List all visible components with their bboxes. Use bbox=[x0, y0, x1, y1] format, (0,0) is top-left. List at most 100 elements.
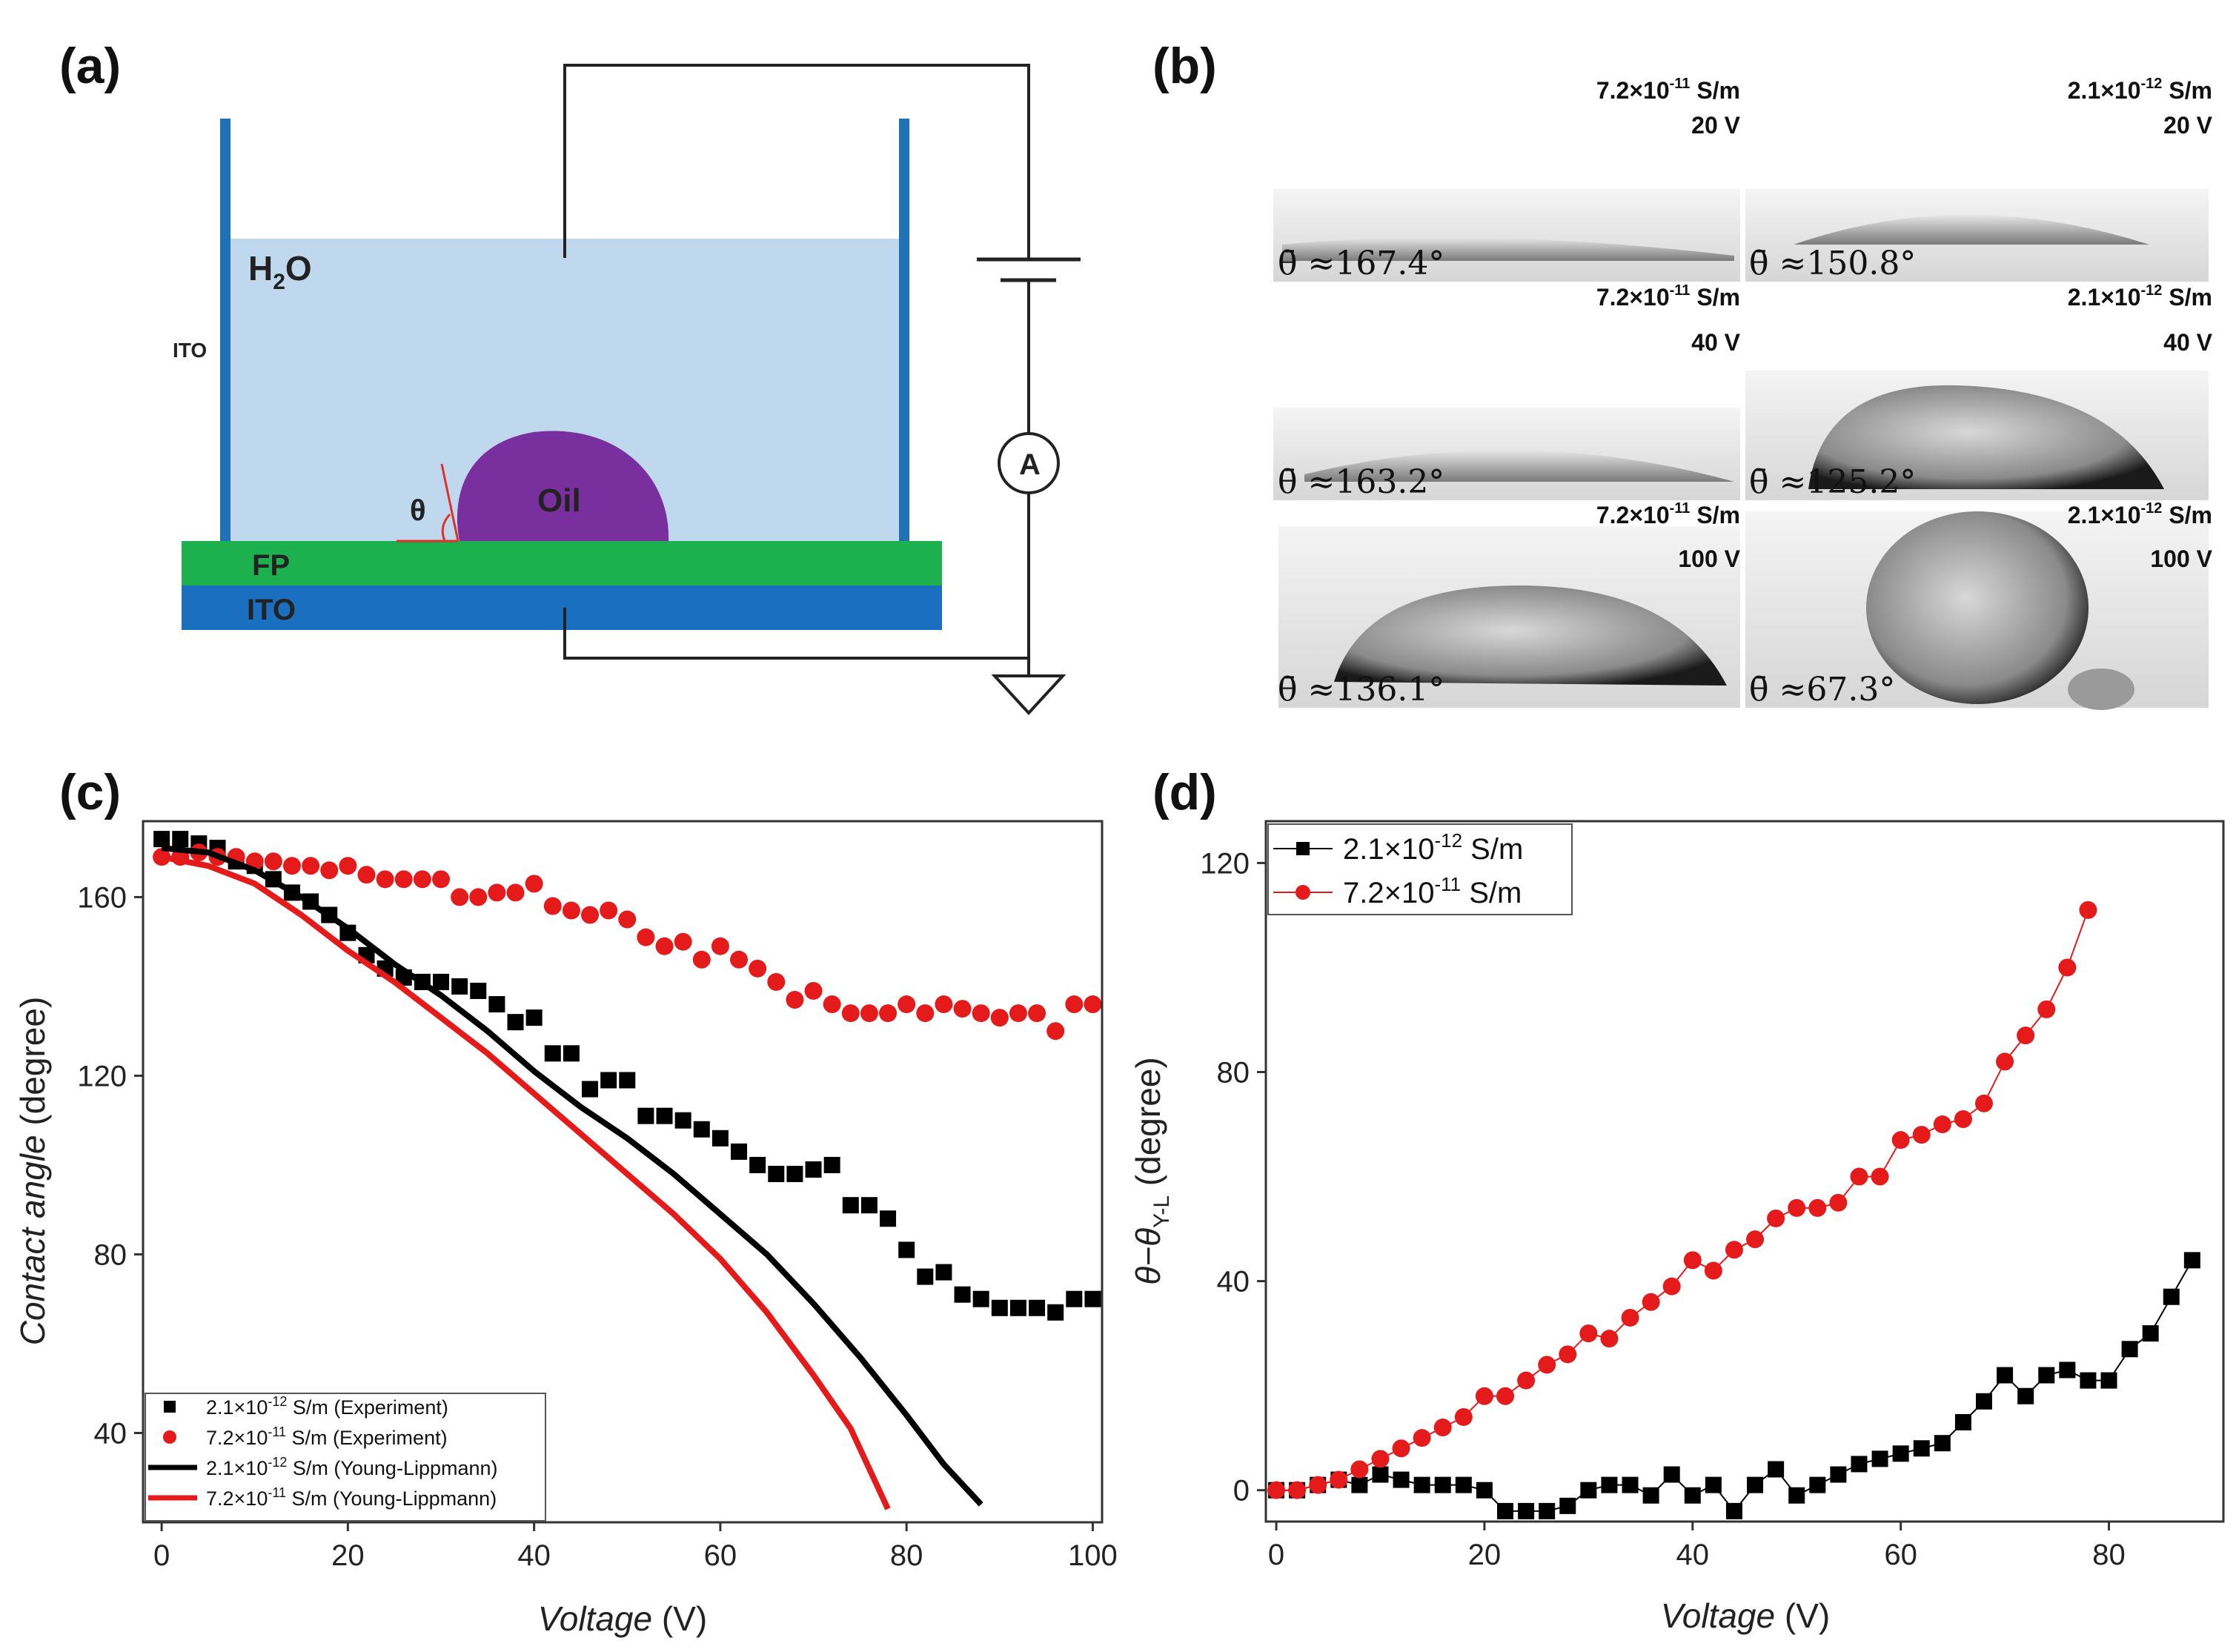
x-tick-label: 0 bbox=[153, 1539, 170, 1572]
data-point-square bbox=[917, 1268, 934, 1285]
x-tick-label: 0 bbox=[1268, 1539, 1284, 1571]
legend-c-2: 7.2×10-11 S/m (Experiment) bbox=[206, 1424, 448, 1449]
contact-angle-arc bbox=[441, 513, 451, 542]
series-line-0 bbox=[1276, 1259, 2193, 1512]
data-point-square bbox=[1976, 1393, 1992, 1410]
data-point-circle bbox=[432, 870, 451, 889]
data-point-square bbox=[488, 996, 505, 1013]
data-point-circle bbox=[1309, 1476, 1327, 1494]
ito-layer bbox=[182, 586, 942, 630]
data-point-circle bbox=[1065, 995, 1084, 1014]
data-point-square bbox=[1497, 1502, 1513, 1519]
photo-1-drop bbox=[1282, 237, 1734, 261]
series-line-3 bbox=[161, 854, 891, 1510]
data-point-circle bbox=[543, 897, 562, 915]
svg-text:θ̄ ≈150.8°: θ̄ ≈150.8° bbox=[1749, 245, 1916, 282]
data-point-square bbox=[1809, 1476, 1826, 1493]
data-point-square bbox=[1393, 1471, 1410, 1488]
data-point-square bbox=[1047, 1304, 1064, 1321]
data-point-square bbox=[2038, 1367, 2055, 1384]
data-point-circle bbox=[637, 928, 655, 946]
data-point-circle bbox=[1912, 1126, 1931, 1144]
panel-label-c: (c) bbox=[59, 764, 121, 820]
data-point-square bbox=[991, 1299, 1008, 1316]
legend-c-1: 2.1×10-12 S/m (Experiment) bbox=[206, 1394, 448, 1419]
data-point-circle bbox=[1517, 1371, 1536, 1390]
chart-c: 0 20 40 60 80 100 40 80 120 160 Voltage (V) Conta… bbox=[13, 820, 1118, 1638]
data-point-square bbox=[842, 1197, 859, 1214]
svg-text:2.1×10-12 S/m: 2.1×10-12 S/m bbox=[2068, 282, 2212, 311]
y-tick-label: 120 bbox=[77, 1060, 127, 1092]
upper-wire bbox=[563, 64, 1030, 259]
data-point-circle bbox=[786, 991, 804, 1009]
svg-text:2.1×10-12 S/m: 2.1×10-12 S/m bbox=[2068, 76, 2212, 104]
x-tick-label: 60 bbox=[1884, 1539, 1917, 1571]
right-electrode bbox=[899, 119, 909, 545]
data-point-square bbox=[1066, 1290, 1083, 1307]
data-point-square bbox=[525, 1009, 543, 1026]
chart-d-ticks: 0 20 40 60 80 0 40 80 120 bbox=[1200, 847, 2126, 1571]
data-point-square bbox=[898, 1241, 915, 1258]
data-point-square bbox=[2100, 1372, 2117, 1389]
data-point-square bbox=[433, 973, 450, 990]
ito-side-label: ITO bbox=[173, 339, 207, 362]
data-point-square bbox=[749, 1156, 766, 1173]
photo-2-drop bbox=[1794, 215, 2149, 245]
data-point-square bbox=[711, 1129, 729, 1147]
data-point-square bbox=[1559, 1497, 1576, 1514]
y-tick-label: 80 bbox=[1217, 1057, 1250, 1089]
x-tick-label: 60 bbox=[704, 1539, 737, 1572]
data-point-circle bbox=[1954, 1109, 1972, 1128]
data-point-circle bbox=[916, 1004, 935, 1023]
ito-bottom-label: ITO bbox=[247, 594, 296, 626]
data-point-square bbox=[153, 831, 170, 848]
data-point-circle bbox=[2017, 1026, 2035, 1045]
svg-text:θ̄ ≈167.4°: θ̄ ≈167.4° bbox=[1278, 245, 1444, 282]
data-point-square bbox=[2121, 1341, 2138, 1358]
data-point-square bbox=[786, 1166, 803, 1183]
data-point-square bbox=[1788, 1487, 1805, 1504]
data-point-circle bbox=[1704, 1261, 1722, 1280]
data-point-circle bbox=[1746, 1230, 1765, 1249]
data-point-square bbox=[1434, 1476, 1451, 1493]
photo-5-drop bbox=[1334, 586, 1727, 686]
y-tick-label: 120 bbox=[1200, 847, 1250, 880]
chart-c-ylabel: Contact angle (degree) bbox=[13, 997, 52, 1346]
data-point-circle bbox=[655, 937, 674, 955]
data-point-circle bbox=[711, 937, 729, 955]
svg-text:7.2×10-11 S/m: 7.2×10-11 S/m bbox=[1596, 500, 1740, 528]
chart-c-legend: 2.1×10-12 S/m (Experiment) 7.2×10-11 S/m… bbox=[145, 1393, 546, 1522]
data-point-circle bbox=[302, 857, 320, 875]
data-point-square bbox=[656, 1107, 673, 1124]
x-tick-label: 40 bbox=[517, 1539, 551, 1572]
data-point-square bbox=[805, 1161, 822, 1178]
svg-text:θ̄ ≈136.1°: θ̄ ≈136.1° bbox=[1278, 671, 1444, 709]
svg-text:40 V: 40 V bbox=[2163, 329, 2212, 356]
data-point-square bbox=[470, 982, 487, 999]
data-point-circle bbox=[1009, 1004, 1027, 1023]
y-tick-label: 0 bbox=[1233, 1475, 1250, 1507]
data-point-square bbox=[1642, 1487, 1659, 1504]
data-point-square bbox=[1455, 1476, 1472, 1493]
data-point-circle bbox=[1433, 1419, 1452, 1437]
photo-4-drop bbox=[1808, 385, 2164, 489]
chart-c-xlabel: Voltage (V) bbox=[538, 1599, 707, 1638]
data-point-circle bbox=[1371, 1450, 1390, 1468]
data-point-square bbox=[1413, 1476, 1430, 1493]
data-point-circle bbox=[972, 1004, 990, 1023]
data-point-circle bbox=[2037, 1000, 2056, 1018]
data-point-circle bbox=[283, 857, 302, 875]
data-point-circle bbox=[674, 932, 692, 951]
data-point-circle bbox=[1891, 1131, 1910, 1150]
data-point-square bbox=[2017, 1387, 2034, 1404]
data-point-circle bbox=[376, 870, 394, 889]
data-point-square bbox=[1476, 1482, 1493, 1499]
data-point-square bbox=[1518, 1502, 1535, 1519]
photo-1-labels: 7.2×10-11 S/m 20 V θ̄ ≈167.4° bbox=[1278, 76, 1741, 282]
svg-text:7.2×10-11 S/m: 7.2×10-11 S/m bbox=[1596, 76, 1740, 104]
data-point-square bbox=[451, 978, 468, 995]
data-point-circle bbox=[1829, 1193, 1848, 1212]
data-point-circle bbox=[1559, 1345, 1577, 1364]
photo-6-drop bbox=[1866, 511, 2089, 704]
